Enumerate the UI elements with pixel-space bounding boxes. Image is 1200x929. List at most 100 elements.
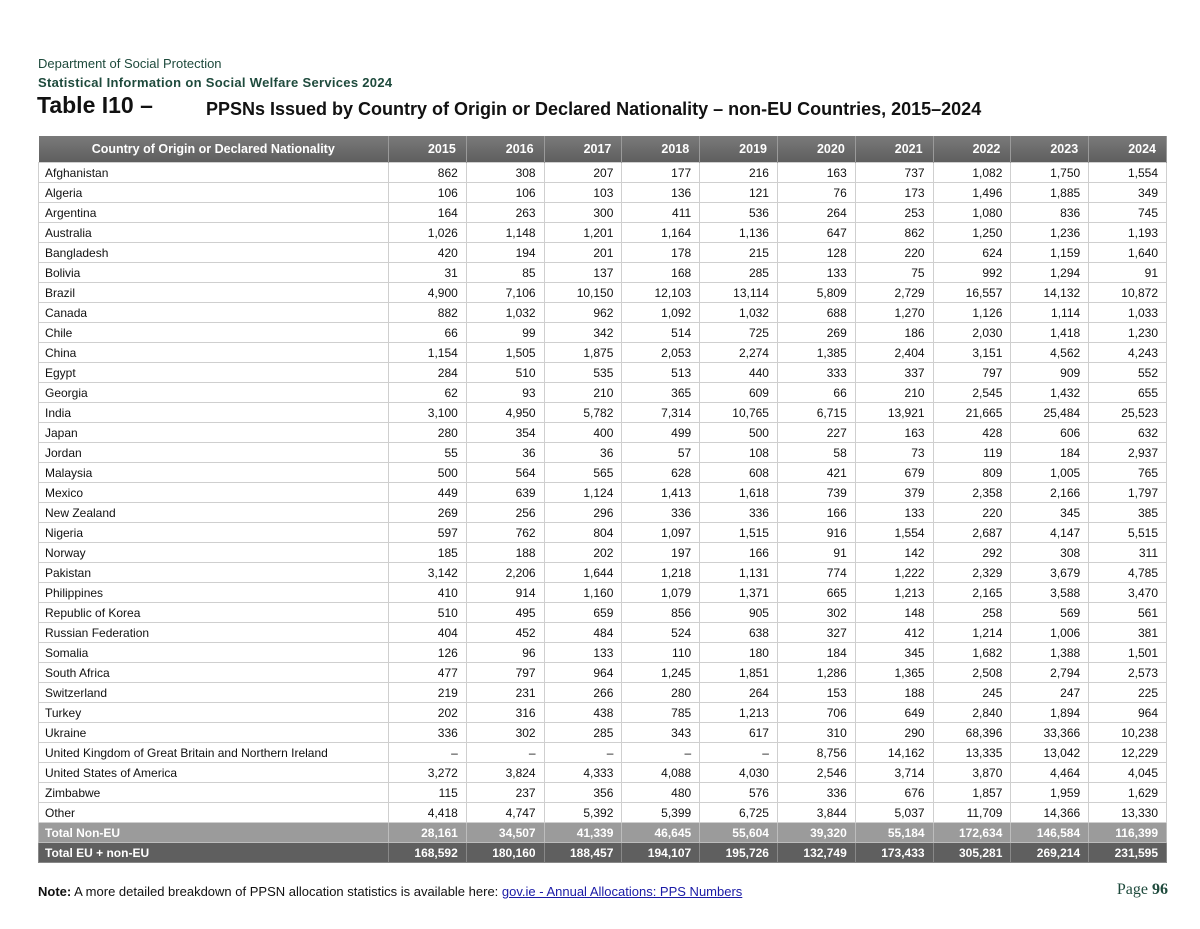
value-cell: 1,092 (621, 302, 701, 323)
value-cell: – (465, 742, 545, 763)
country-cell: Somalia (38, 642, 389, 663)
value-cell: 14,366 (1010, 802, 1090, 823)
value-cell: 1,032 (465, 302, 545, 323)
value-cell: 10,150 (543, 282, 623, 303)
value-cell: 655 (1088, 382, 1167, 403)
value-cell: 2,206 (465, 562, 545, 583)
value-cell: 639 (465, 482, 545, 503)
country-cell: Egypt (38, 362, 389, 383)
value-cell: 188,457 (543, 842, 623, 863)
value-cell: 269 (388, 502, 467, 523)
value-cell: 836 (1010, 202, 1090, 223)
value-cell: 349 (1088, 182, 1167, 203)
value-cell: 296 (543, 502, 623, 523)
value-cell: 202 (543, 542, 623, 563)
table-number: Table I10 – (37, 92, 153, 118)
table-row: Russian Federation 404 452 484 524 638 327 412 1… (38, 622, 1167, 643)
table-row: China 1,154 1,505 1,875 2,053 2,274 1,385 2,404… (38, 342, 1167, 363)
value-cell: 632 (1088, 422, 1167, 443)
value-cell: 163 (854, 422, 934, 443)
value-cell: 410 (388, 582, 467, 603)
value-cell: 797 (465, 662, 545, 683)
value-cell: 68,396 (932, 722, 1012, 743)
value-cell: 163 (776, 162, 856, 183)
value-cell: 184 (1010, 442, 1090, 463)
value-cell: 2,404 (854, 342, 934, 363)
value-cell: 739 (776, 482, 856, 503)
country-cell: Australia (38, 222, 389, 243)
value-cell: 1,222 (854, 562, 934, 583)
value-cell: 5,392 (543, 802, 623, 823)
value-cell: 220 (854, 242, 934, 263)
value-cell: 227 (776, 422, 856, 443)
value-cell: 31 (388, 262, 467, 283)
value-cell: 484 (543, 622, 623, 643)
value-cell: 186 (854, 322, 934, 343)
country-cell: United States of America (38, 762, 389, 783)
value-cell: 1,857 (932, 782, 1012, 803)
value-cell: 385 (1088, 502, 1167, 523)
value-cell: 914 (465, 582, 545, 603)
value-cell: 39,320 (776, 822, 856, 843)
value-cell: 1,640 (1088, 242, 1167, 263)
value-cell: 1,875 (543, 342, 623, 363)
value-cell: 909 (1010, 362, 1090, 383)
value-cell: 3,714 (854, 762, 934, 783)
annual-allocations-link[interactable]: gov.ie - Annual Allocations: PPS Numbers (501, 884, 743, 899)
value-cell: 535 (543, 362, 623, 383)
value-cell: 1,371 (699, 582, 778, 603)
country-cell: Nigeria (38, 522, 389, 543)
value-cell: 1,885 (1010, 182, 1090, 203)
value-cell: 1,033 (1088, 302, 1167, 323)
value-cell: 36 (543, 442, 623, 463)
value-cell: 608 (699, 462, 778, 483)
value-cell: 345 (1010, 502, 1090, 523)
value-cell: 119 (932, 442, 1012, 463)
value-cell: 25,523 (1088, 402, 1167, 423)
value-cell: 136 (621, 182, 701, 203)
value-cell: 256 (465, 502, 545, 523)
value-cell: 4,785 (1088, 562, 1167, 583)
country-cell: Republic of Korea (38, 602, 389, 623)
value-cell: 1,554 (854, 522, 934, 543)
value-cell: 452 (465, 622, 545, 643)
table-row: Bolivia 31 85 137 168 285 133 75 992 1,294 91 (38, 262, 1167, 283)
value-cell: 76 (776, 182, 856, 203)
page-number: Page 96 (1117, 881, 1168, 899)
value-cell: 3,151 (932, 342, 1012, 363)
country-cell: Switzerland (38, 682, 389, 703)
value-cell: 1,388 (1010, 642, 1090, 663)
value-cell: 412 (854, 622, 934, 643)
value-cell: 103 (543, 182, 623, 203)
value-cell: 13,335 (932, 742, 1012, 763)
value-cell: 905 (699, 602, 778, 623)
value-cell: 862 (854, 222, 934, 243)
country-cell: Bangladesh (38, 242, 389, 263)
value-cell: 4,088 (621, 762, 701, 783)
value-cell: 10,238 (1088, 722, 1167, 743)
value-cell: 565 (543, 462, 623, 483)
value-cell: 1,213 (699, 702, 778, 723)
value-cell: 1,682 (932, 642, 1012, 663)
value-cell: 6,715 (776, 402, 856, 423)
value-cell: 57 (621, 442, 701, 463)
value-cell: 576 (699, 782, 778, 803)
table-row: Republic of Korea 510 495 659 856 905 302 148 25… (38, 602, 1167, 623)
value-cell: 1,213 (854, 582, 934, 603)
value-cell: 180,160 (465, 842, 545, 863)
value-cell: 1,515 (699, 522, 778, 543)
value-cell: 381 (1088, 622, 1167, 643)
value-cell: 706 (776, 702, 856, 723)
value-cell: 797 (932, 362, 1012, 383)
value-cell: 216 (699, 162, 778, 183)
value-cell: 1,136 (699, 222, 778, 243)
value-cell: 106 (465, 182, 545, 203)
value-cell: 172,634 (932, 822, 1012, 843)
table-row: Brazil 4,900 7,106 10,150 12,103 13,114 5,809 2… (38, 282, 1167, 303)
value-cell: 14,132 (1010, 282, 1090, 303)
country-cell: Bolivia (38, 262, 389, 283)
value-cell: 7,314 (621, 402, 701, 423)
value-cell: 606 (1010, 422, 1090, 443)
footnote: Note: A more detailed breakdown of PPSN … (38, 884, 742, 899)
value-cell: 231,595 (1088, 842, 1167, 863)
